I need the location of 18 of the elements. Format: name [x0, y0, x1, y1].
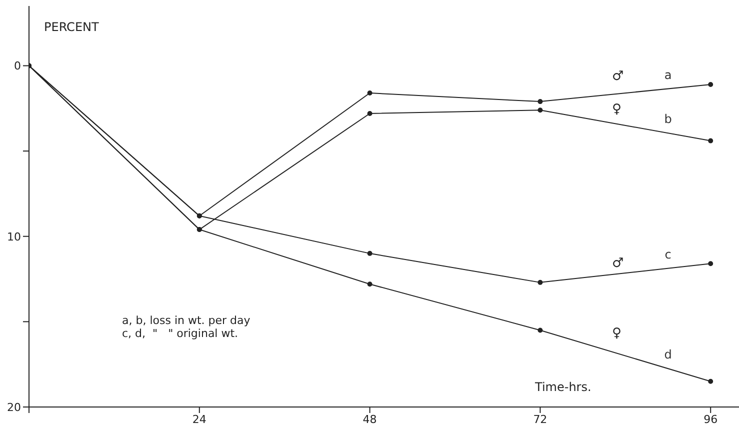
- x-tick-label: 96: [704, 412, 718, 426]
- annotation: ♂: [612, 256, 624, 271]
- y-tick-label: 20: [7, 400, 21, 414]
- y-axis-title: PERCENT: [44, 20, 99, 34]
- x-tick-label: 24: [192, 412, 206, 426]
- annotation: ♀: [612, 326, 622, 341]
- x-axis-title: Time-hrs.: [535, 380, 592, 394]
- y-tick-label: 0: [14, 60, 21, 73]
- x-tick-label: 48: [362, 412, 377, 426]
- series-label: b: [664, 112, 672, 126]
- x-tick-label: 72: [533, 412, 548, 426]
- y-tick-label: 10: [7, 230, 21, 244]
- annotation: ♀: [612, 102, 622, 117]
- series-label: c: [664, 247, 672, 262]
- annotation: a, b, loss in wt. per day c, d, " " original wt.: [122, 314, 250, 340]
- series-label: a: [664, 68, 672, 82]
- series-label: d: [664, 348, 672, 362]
- annotation: ♂: [612, 69, 624, 84]
